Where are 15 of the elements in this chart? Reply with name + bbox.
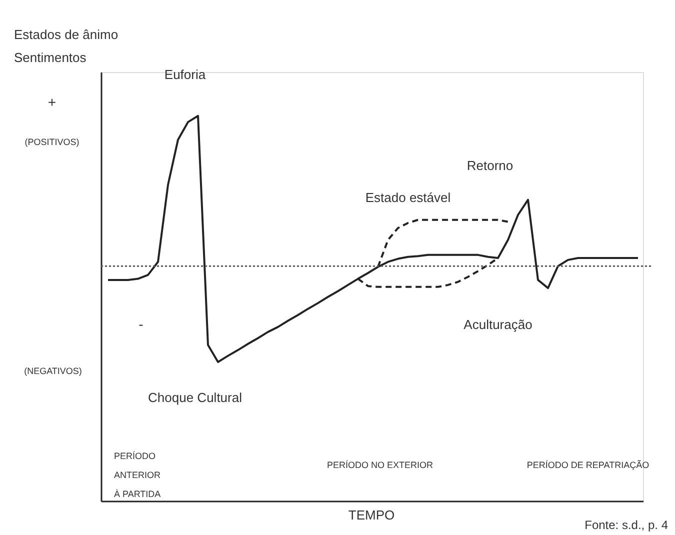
source-note: Fonte: s.d., p. 4 bbox=[584, 518, 668, 532]
text: (POSITIVOS) bbox=[24, 137, 80, 147]
annotation: Estado estável bbox=[365, 190, 451, 205]
x-axis-title: TEMPO bbox=[348, 508, 395, 522]
annotation: PERÍODO ANTERIOR À PARTIDA bbox=[114, 451, 162, 499]
annotation: PERÍODO NO EXTERIOR bbox=[326, 460, 434, 470]
annotation: PERÍODO DE REPATRIAÇÃO bbox=[526, 460, 650, 470]
text: + bbox=[48, 94, 56, 110]
annotation: Choque Cultural bbox=[148, 390, 242, 405]
y-axis-title: Estados de ânimo Sentimentos bbox=[14, 27, 118, 65]
annotation: Retorno bbox=[466, 158, 514, 173]
text: (NEGATIVOS) bbox=[24, 366, 82, 376]
annotation: Aculturação bbox=[464, 317, 532, 332]
text: Euforia bbox=[164, 67, 206, 82]
annotation: - bbox=[138, 316, 144, 332]
